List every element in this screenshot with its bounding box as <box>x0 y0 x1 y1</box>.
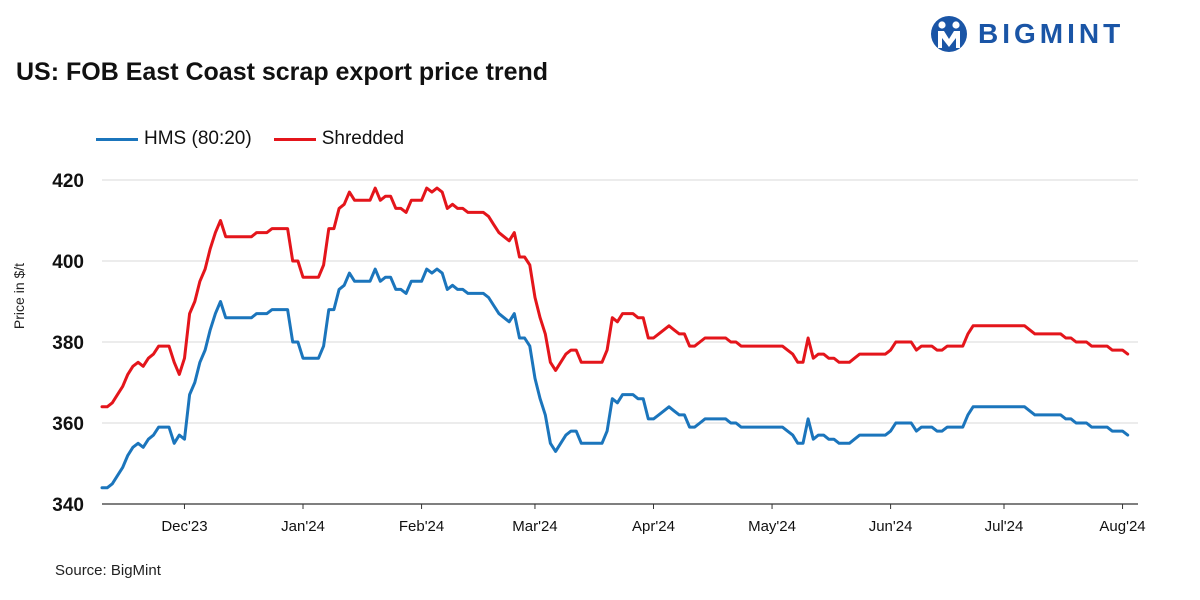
y-tick-label: 400 <box>52 252 84 273</box>
y-tick-label: 360 <box>52 414 84 435</box>
chart-title: US: FOB East Coast scrap export price tr… <box>16 58 549 86</box>
x-tick-label: Apr'24 <box>632 518 675 535</box>
gridlines <box>102 179 1138 424</box>
x-tick-label: Feb'24 <box>399 518 444 535</box>
legend-item-hms[interactable]: HMS (80:20) <box>96 128 252 150</box>
series-line-hms[interactable] <box>100 267 1130 490</box>
y-tick-label: 380 <box>52 333 84 354</box>
legend-item-shredded[interactable]: Shredded <box>273 128 405 150</box>
legend-label-shredded: Shredded <box>321 128 405 149</box>
x-axis-ticks: Dec'23 Jan'24 Feb'24 Mar'24 Apr'24 May'24 Jun'… <box>161 504 1146 535</box>
y-tick-label: 420 <box>52 171 84 192</box>
y-axis-ticks: 340 360 380 400 420 <box>52 171 84 516</box>
brand-name: BIGMINT <box>978 18 1125 49</box>
x-tick-label: Mar'24 <box>512 518 557 535</box>
x-tick-label: Dec'23 <box>161 518 207 535</box>
brand-logo: BIGMINT <box>930 14 1124 54</box>
bigmint-logo-icon <box>931 16 967 52</box>
legend-label-hms: HMS (80:20) <box>144 128 252 149</box>
x-tick-label: May'24 <box>748 518 796 535</box>
source-note: Source: BigMint <box>55 562 161 579</box>
x-tick-label: Jan'24 <box>281 518 325 535</box>
x-tick-label: Jun'24 <box>869 518 913 535</box>
series-lines <box>100 186 1130 490</box>
y-axis-label: Price in $/t <box>11 263 27 329</box>
x-tick-label: Jul'24 <box>985 518 1024 535</box>
legend-swatch-hms <box>96 137 138 141</box>
y-tick-label: 340 <box>52 495 84 516</box>
legend-swatch-shredded <box>273 137 316 141</box>
chart-legend: HMS (80:20) Shredded <box>96 128 426 150</box>
x-tick-label: Aug'24 <box>1099 518 1145 535</box>
series-line-shredded[interactable] <box>100 186 1130 409</box>
